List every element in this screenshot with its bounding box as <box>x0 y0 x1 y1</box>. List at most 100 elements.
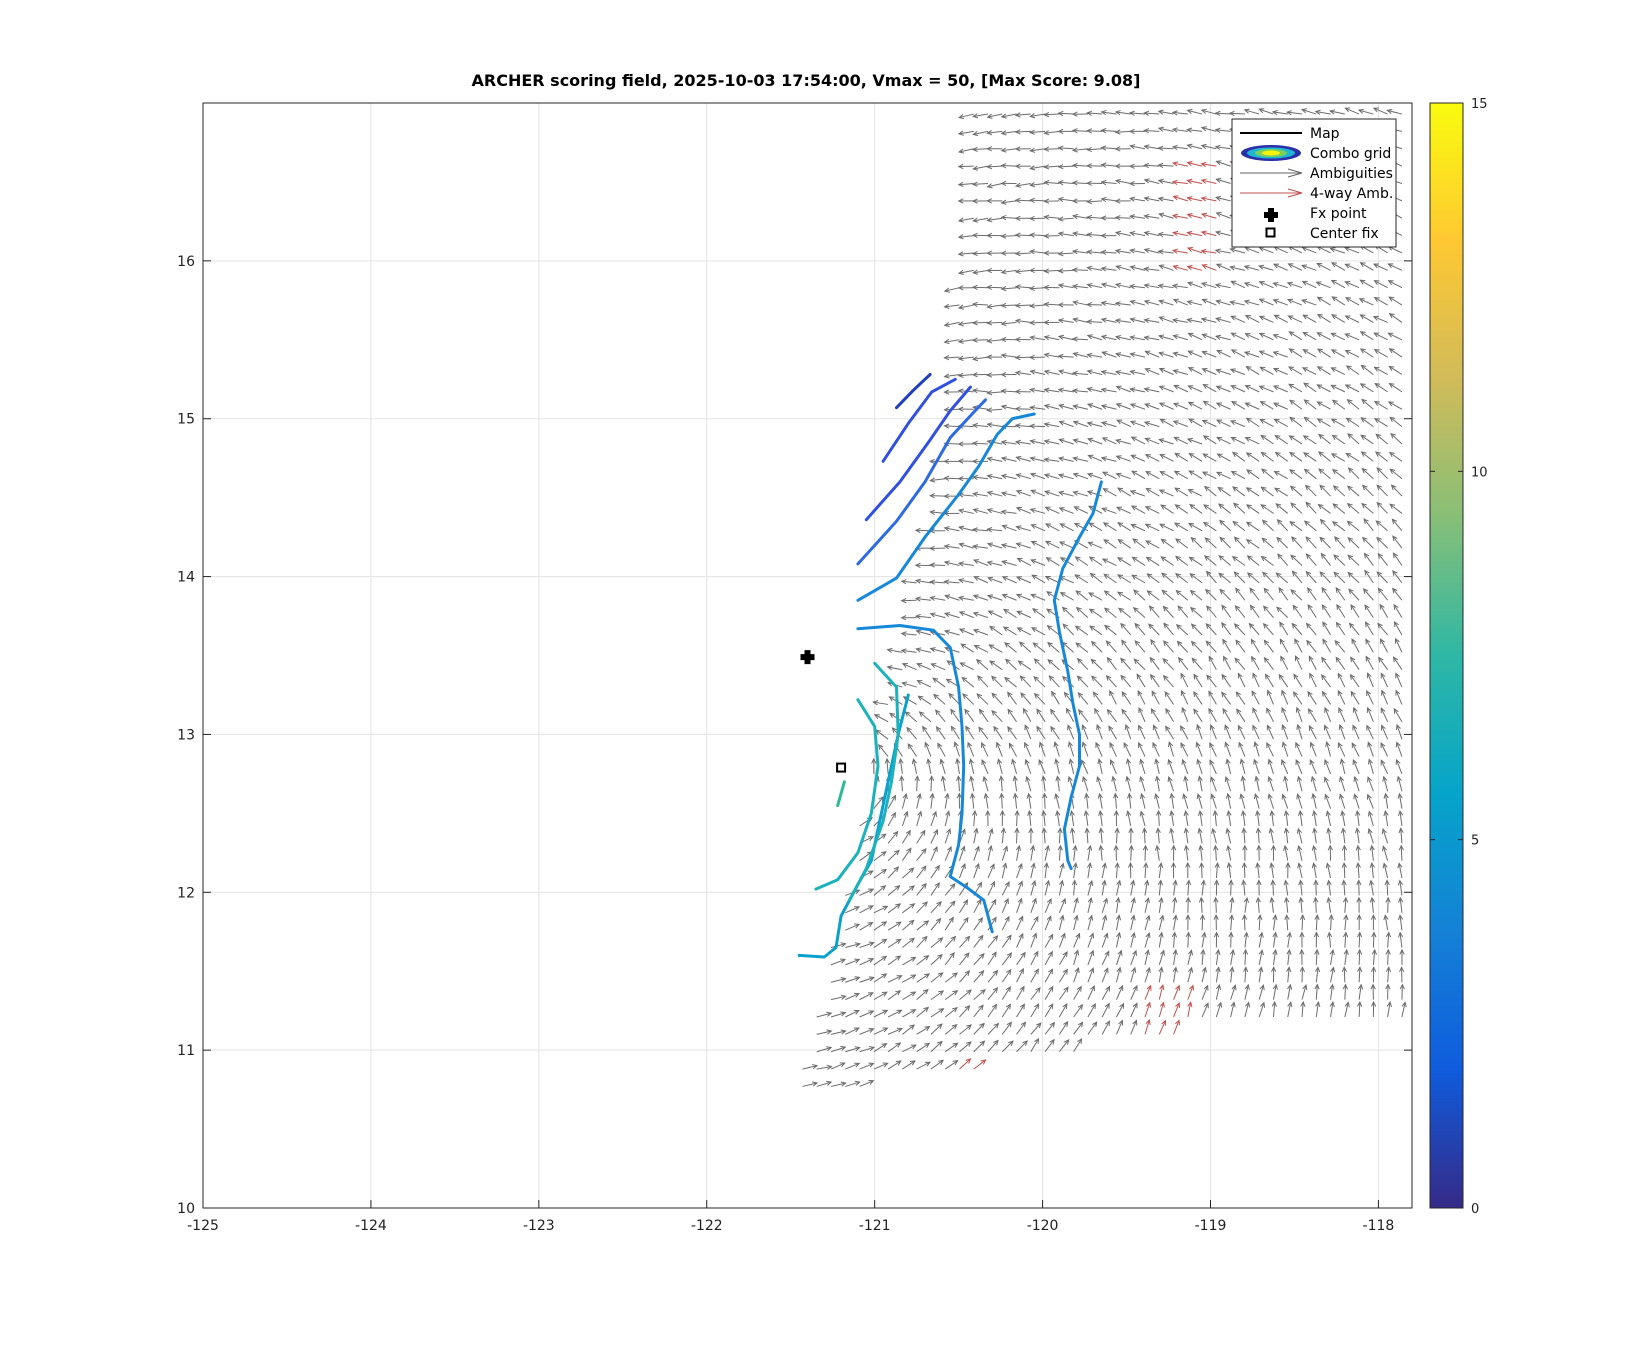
ambiguity-arrow <box>1367 673 1374 688</box>
arrow-head <box>1346 485 1353 492</box>
ambiguity-arrow <box>1161 572 1174 584</box>
ambiguity-arrow <box>1321 587 1331 601</box>
arrow-head <box>1030 844 1036 851</box>
ambiguity-arrow <box>1344 949 1348 965</box>
arrow-head <box>1296 793 1302 800</box>
ambiguity-arrow <box>1334 640 1346 653</box>
ambiguity-arrow <box>1089 608 1103 619</box>
arrow-head <box>1130 454 1137 460</box>
arrow-head <box>950 883 956 889</box>
ambiguity-arrow <box>1016 968 1024 983</box>
legend-4way-arrow <box>1240 188 1303 198</box>
ambiguity-arrow <box>1230 932 1232 948</box>
ambiguity-arrow <box>1339 776 1346 792</box>
ambiguity-arrow <box>1016 1021 1026 1035</box>
arrow-head <box>1397 809 1404 817</box>
ambiguity-arrow <box>816 1047 832 1053</box>
ambiguity-arrow <box>1245 247 1260 254</box>
arrow-head <box>1283 775 1289 782</box>
ambiguity-arrow <box>1246 539 1260 549</box>
arrow-head <box>948 692 954 699</box>
arrow-head <box>1143 230 1150 236</box>
ambiguity-arrow <box>1274 314 1288 323</box>
arrow-head <box>1159 418 1166 424</box>
arrow-head <box>1125 758 1132 765</box>
ambiguity-arrow <box>1002 525 1017 532</box>
arrow-head <box>867 905 874 911</box>
arrow-head <box>1201 931 1207 938</box>
ambiguity-arrow <box>1172 284 1188 289</box>
arrow-head <box>1272 333 1279 339</box>
arrow-head <box>972 809 978 816</box>
ambiguity-arrow <box>1272 111 1288 115</box>
arrow-head <box>1145 914 1151 921</box>
arrow-head <box>1188 470 1195 476</box>
arrow-head <box>1260 555 1267 562</box>
ambiguity-arrow <box>1210 725 1217 740</box>
ambiguity-arrow <box>1307 587 1317 601</box>
arrow-head <box>1205 570 1212 577</box>
ambiguity-arrow <box>859 851 873 862</box>
ambiguity-arrow <box>1130 285 1146 289</box>
arrow-head <box>1030 524 1037 529</box>
ambiguity-arrow <box>1205 589 1217 601</box>
arrow-head <box>1229 247 1236 253</box>
ambiguity-arrow <box>1188 350 1203 358</box>
ambiguity-arrow <box>1030 845 1034 861</box>
ambiguity-arrow <box>957 776 960 792</box>
ambiguity-arrow <box>1115 371 1131 376</box>
arrow-head <box>1172 879 1178 886</box>
ambiguity-arrow <box>973 629 989 636</box>
ambiguity-arrow <box>1308 725 1317 740</box>
ambiguity-arrow <box>1058 284 1074 289</box>
arrow-head <box>1315 1001 1321 1008</box>
arrow-head <box>1243 264 1250 271</box>
arrow-head <box>1221 621 1227 628</box>
arrow-head <box>1157 231 1164 238</box>
arrow-head <box>1043 473 1050 479</box>
ambiguity-arrow <box>974 645 989 653</box>
ambiguity-arrow <box>886 758 889 774</box>
arrow-head <box>1188 966 1194 973</box>
arrow-head <box>1076 985 1082 992</box>
arrow-head <box>1341 879 1347 886</box>
grid-lines <box>203 103 1412 1208</box>
arrow-head <box>1154 792 1160 800</box>
legend-label-4way: 4-way Amb. <box>1310 186 1393 202</box>
ambiguity-arrow <box>1158 110 1174 115</box>
arrow-head <box>889 712 895 718</box>
ambiguity-arrow <box>1347 572 1360 584</box>
arrow-head <box>1275 503 1282 509</box>
arrow-head <box>1221 673 1227 680</box>
ambiguity-arrow <box>1047 625 1060 636</box>
ambiguity-arrow <box>973 970 984 983</box>
arrow-head <box>1222 707 1228 714</box>
ambiguity-arrow <box>1015 269 1031 273</box>
arrow-head <box>1185 879 1192 886</box>
ambiguity-arrow <box>1145 368 1160 375</box>
ambiguity-arrow <box>1275 503 1289 514</box>
ambiguity-arrow <box>1015 408 1031 410</box>
ambiguity-arrow <box>902 991 916 1001</box>
arrow-head <box>1214 110 1221 117</box>
arrow-head <box>1302 349 1309 355</box>
four-way-ambiguity-arrow <box>1158 1020 1166 1035</box>
ambiguity-arrow <box>1101 335 1117 341</box>
arrow-head <box>1007 726 1013 732</box>
ambiguity-arrow <box>1044 148 1060 150</box>
arrow-head <box>1045 557 1052 563</box>
arrow-head <box>1195 741 1201 748</box>
arrow-head <box>986 250 993 256</box>
arrow-head <box>1386 1001 1392 1008</box>
arrow-head <box>1346 520 1353 527</box>
arrow-head <box>1206 674 1212 681</box>
arrow-head <box>1117 522 1124 528</box>
arrow-head <box>1171 317 1179 324</box>
arrow-head <box>1057 145 1064 151</box>
arrow-head <box>1300 1000 1306 1007</box>
arrow-head <box>1059 914 1065 921</box>
arrow-head <box>924 1042 931 1049</box>
ambiguity-arrow <box>1392 588 1403 601</box>
ambiguity-arrow <box>1058 845 1062 861</box>
arrow-head <box>1388 365 1395 371</box>
